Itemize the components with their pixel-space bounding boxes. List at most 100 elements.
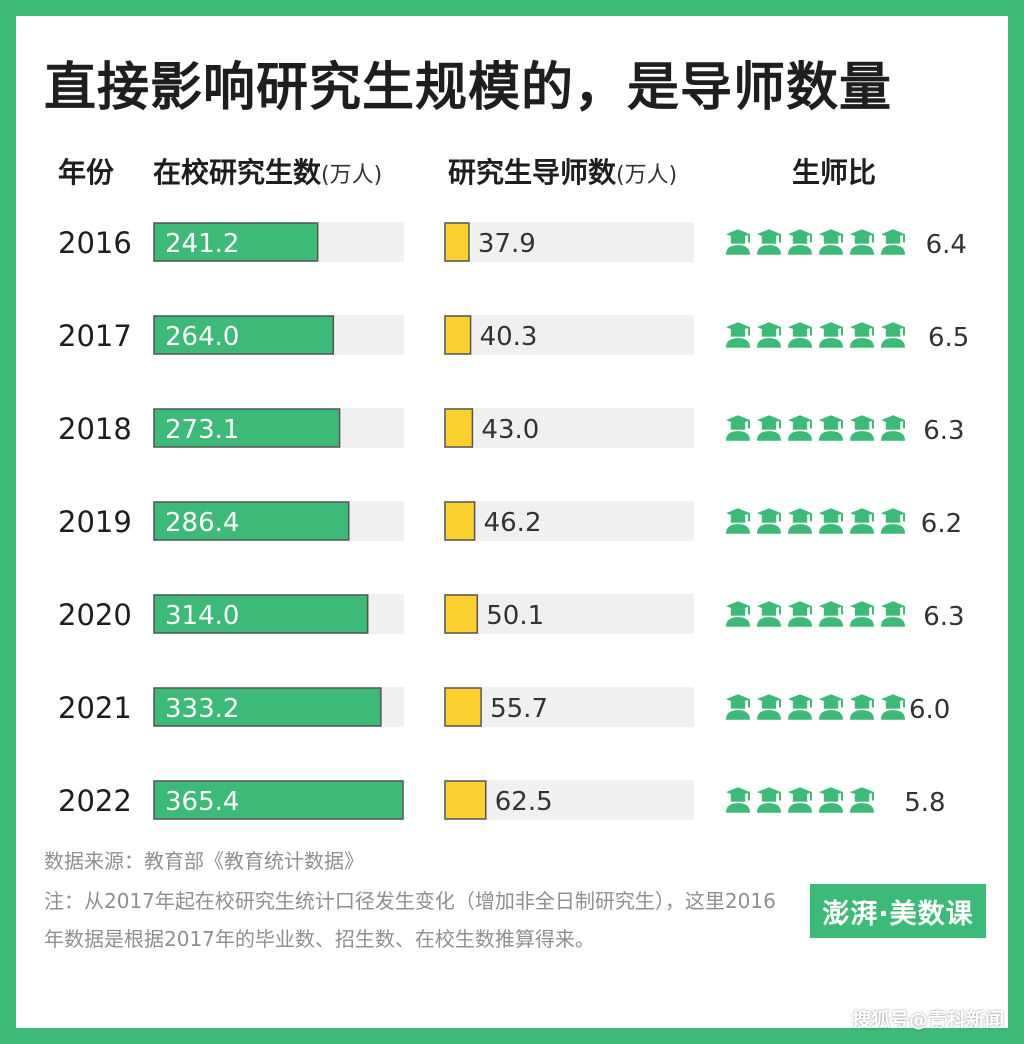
year-label: 2021: [58, 691, 132, 725]
student-icon: [850, 787, 874, 813]
year-label: 2016: [58, 226, 132, 260]
student-icon: [881, 694, 905, 720]
student-icon-head: [730, 608, 746, 616]
student-icon: [881, 601, 905, 627]
mentors-track: [444, 315, 694, 355]
student-icon-body: [726, 803, 750, 813]
student-icon-head: [823, 608, 839, 616]
student-icon: [788, 787, 812, 813]
student-icon-body: [726, 338, 750, 348]
student-icon-head: [885, 608, 901, 616]
student-icon-body: [850, 524, 874, 534]
header-students: 在校研究生数(万人): [153, 153, 382, 196]
student-icon-cap: [726, 601, 750, 611]
header-mentors-label: 研究生导师数: [448, 156, 617, 189]
ratio-value-label: 5.8: [904, 788, 945, 818]
students-bar: [153, 780, 404, 820]
student-icon: [757, 508, 781, 534]
student-icon-head: [761, 608, 777, 616]
student-icon-head: [761, 794, 777, 802]
student-icon: [757, 322, 781, 348]
student-icon-cap: [819, 787, 843, 797]
student-icon-head: [854, 608, 870, 616]
student-icon-head: [761, 422, 777, 430]
student-icon: [850, 601, 874, 627]
student-icon-body: [850, 617, 874, 627]
student-icon: [726, 322, 750, 348]
student-icon-body: [726, 710, 750, 720]
student-icon: [850, 694, 874, 720]
year-label: 2018: [58, 412, 132, 446]
student-icon-cap: [726, 694, 750, 704]
student-icon-head: [792, 794, 808, 802]
student-icon: [788, 694, 812, 720]
mentors-bar: [444, 501, 476, 541]
student-icon: [757, 787, 781, 813]
mentors-value-label: 55.7: [490, 694, 548, 724]
student-icon-body: [788, 524, 812, 534]
student-icon: [726, 787, 750, 813]
student-icon-body: [819, 431, 843, 441]
student-icon-head: [885, 236, 901, 244]
student-icon-head: [761, 515, 777, 523]
student-icon-body: [757, 617, 781, 627]
student-icon-head: [885, 422, 901, 430]
student-icon-body: [788, 710, 812, 720]
student-icon: [819, 229, 843, 255]
student-icon-head: [730, 422, 746, 430]
student-icon-head: [792, 608, 808, 616]
mentors-track: [444, 408, 694, 448]
student-icon: [850, 508, 874, 534]
student-icon-body: [881, 617, 905, 627]
student-icon-body: [850, 338, 874, 348]
student-icon: [819, 508, 843, 534]
student-icon: [726, 229, 750, 255]
student-icon-head: [792, 701, 808, 709]
ratio-value-label: 6.0: [909, 695, 950, 725]
student-icon-head: [730, 329, 746, 337]
mentors-value-label: 46.2: [484, 508, 542, 538]
student-icon-head: [823, 515, 839, 523]
mentors-bar: [444, 594, 479, 634]
students-bar: [153, 408, 341, 448]
student-icon-body: [788, 617, 812, 627]
students-value-label: 333.2: [165, 694, 239, 724]
students-bar: [153, 594, 369, 634]
header-mentors: 研究生导师数(万人): [448, 153, 677, 196]
students-value-label: 241.2: [165, 229, 239, 259]
ratio-value-label: 6.3: [923, 602, 964, 632]
student-icon: [757, 694, 781, 720]
student-icon-body: [788, 338, 812, 348]
mentors-track: [444, 594, 694, 634]
mentors-value-label: 40.3: [480, 322, 538, 352]
student-icon-body: [881, 524, 905, 534]
student-icon-body: [881, 710, 905, 720]
student-icon-cap: [819, 694, 843, 704]
header-students-label: 在校研究生数: [153, 156, 322, 189]
student-icon-head: [885, 701, 901, 709]
mentors-value-label: 62.5: [495, 787, 553, 817]
student-icon-head: [854, 515, 870, 523]
ratio-value-label: 6.2: [921, 509, 962, 539]
mentors-value-label: 37.9: [478, 229, 536, 259]
sohu-watermark: 搜狐号@青科新闻: [851, 1009, 1004, 1031]
student-icon-body: [726, 524, 750, 534]
student-icon-head: [823, 701, 839, 709]
student-icon-body: [881, 431, 905, 441]
student-icon-head: [885, 329, 901, 337]
student-icon: [757, 229, 781, 255]
students-bar: [153, 501, 350, 541]
mentors-bar: [444, 780, 487, 820]
student-icon-partial: [881, 787, 905, 812]
student-icon-body: [757, 803, 781, 813]
student-icon: [757, 601, 781, 627]
students-value-label: 264.0: [165, 322, 239, 352]
ratio-value-label: 6.3: [923, 416, 964, 446]
mentors-track: [444, 501, 694, 541]
student-icon-body: [819, 803, 843, 813]
student-icon-body: [757, 245, 781, 255]
student-icon-head: [823, 422, 839, 430]
student-icon-body: [881, 245, 905, 255]
student-icon-head: [854, 236, 870, 244]
